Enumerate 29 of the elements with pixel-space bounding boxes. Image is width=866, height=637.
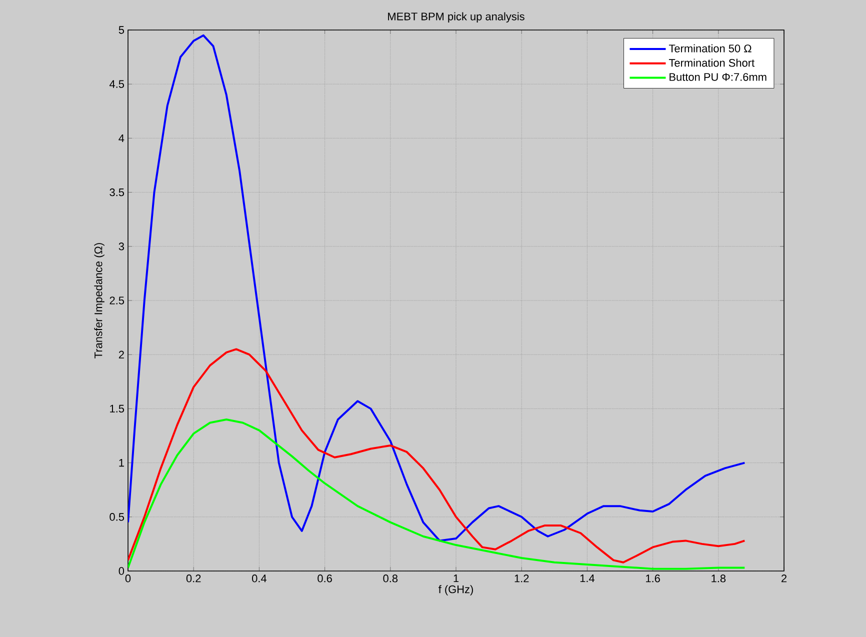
y-tick-label: 5 — [118, 26, 124, 34]
y-tick-label: 0 — [118, 567, 124, 575]
y-tick-label: 3.5 — [110, 188, 124, 196]
y-tick-label: 2.5 — [110, 296, 124, 304]
x-tick-label: 0.6 — [318, 574, 332, 582]
x-tick-label: 1 — [454, 574, 459, 582]
chart-title: MEBT BPM pick up analysis — [388, 12, 524, 22]
legend-label: Termination 50 Ω — [668, 44, 752, 52]
x-axis-title: f (GHz) — [438, 585, 473, 596]
x-tick-label: 2 — [782, 574, 787, 582]
line-series — [128, 348, 746, 564]
legend-label: Button PU Φ:7.6mm — [670, 73, 766, 81]
y-tick-label: 3 — [118, 242, 124, 250]
y-tick-label: 1.5 — [110, 404, 124, 413]
y-tick-label: 0.5 — [110, 513, 124, 521]
y-tick-label: 4 — [118, 134, 124, 142]
legend-label: Termination Short — [668, 58, 755, 67]
x-tick-label: 0.8 — [383, 574, 398, 582]
x-tick-label: 1.4 — [580, 574, 594, 582]
x-tick-label: 0 — [125, 574, 131, 582]
y-axis-title: Transfer Impedance (Ω) — [94, 243, 104, 358]
x-tick-label: 1.6 — [646, 574, 660, 582]
x-tick-label: 0.2 — [186, 574, 201, 582]
x-tick-label: 1.8 — [712, 574, 726, 582]
y-tick-label: 4.5 — [110, 80, 124, 88]
x-tick-label: 1.2 — [514, 574, 529, 582]
x-tick-label: 0.4 — [252, 574, 266, 582]
y-tick-label: 1 — [119, 459, 124, 467]
y-tick-label: 2 — [118, 350, 124, 358]
